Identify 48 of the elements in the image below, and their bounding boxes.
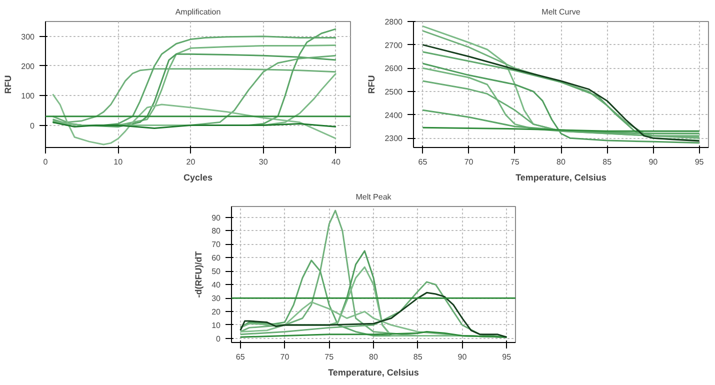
y-tick-label: 200 [21,62,36,71]
y-tick-label: 80 [212,226,222,236]
x-tick-label: 90 [458,352,468,362]
x-tick-label: 95 [502,352,512,362]
y-axis-title: RFU [366,75,377,94]
y-tick-label: 2500 [384,88,404,96]
x-tick-label: 95 [694,158,704,166]
y-tick-label: 2600 [384,64,404,74]
x-tick-label: 75 [510,158,520,166]
x-tick-label: 85 [602,158,612,166]
y-tick-label: 20 [212,308,222,317]
y-tick-label: 300 [21,32,36,42]
chart-title: Melt Peak [356,192,392,202]
x-axis-title: Cycles [183,172,213,182]
y-tick-label: 60 [212,254,222,263]
y-tick-label: 2700 [384,40,404,50]
y-tick-label: 50 [212,267,222,276]
y-tick-label: 0 [30,121,36,130]
x-tick-label: 90 [648,158,658,166]
x-tick-label: 40 [332,158,341,166]
x-tick-label: 65 [236,352,246,362]
y-tick-label: 2300 [384,134,404,144]
y-tick-label: 0 [216,334,222,344]
x-tick-label: 65 [418,158,428,166]
y-tick-label: 70 [212,240,222,250]
x-axis-title: Temperature, Celsius [328,368,419,378]
x-tick-label: 20 [186,158,196,166]
y-axis-title: -d(RFU)/dT [194,250,204,298]
x-tick-label: 85 [413,352,423,362]
y-tick-label: 30 [212,294,222,304]
y-tick-label: 40 [212,280,222,290]
x-axis-title: Temperature, Celsius [516,172,606,182]
y-tick-label: 2800 [384,18,404,26]
y-tick-label: 2400 [384,110,404,120]
chart-title: Melt Curve [542,8,581,16]
x-tick-label: 30 [258,158,268,166]
y-tick-label: 10 [212,320,222,330]
chart-title: Amplification [175,8,221,16]
x-tick-label: 80 [369,352,378,362]
y-tick-label: 100 [21,92,36,101]
y-tick-label: 90 [212,213,222,222]
x-tick-label: 70 [464,158,474,166]
x-tick-label: 75 [324,352,334,362]
x-tick-label: 80 [556,158,566,166]
y-axis-title: RFU [3,75,14,94]
x-tick-label: 0 [43,158,48,166]
x-tick-label: 70 [280,352,290,362]
x-tick-label: 10 [114,158,124,166]
